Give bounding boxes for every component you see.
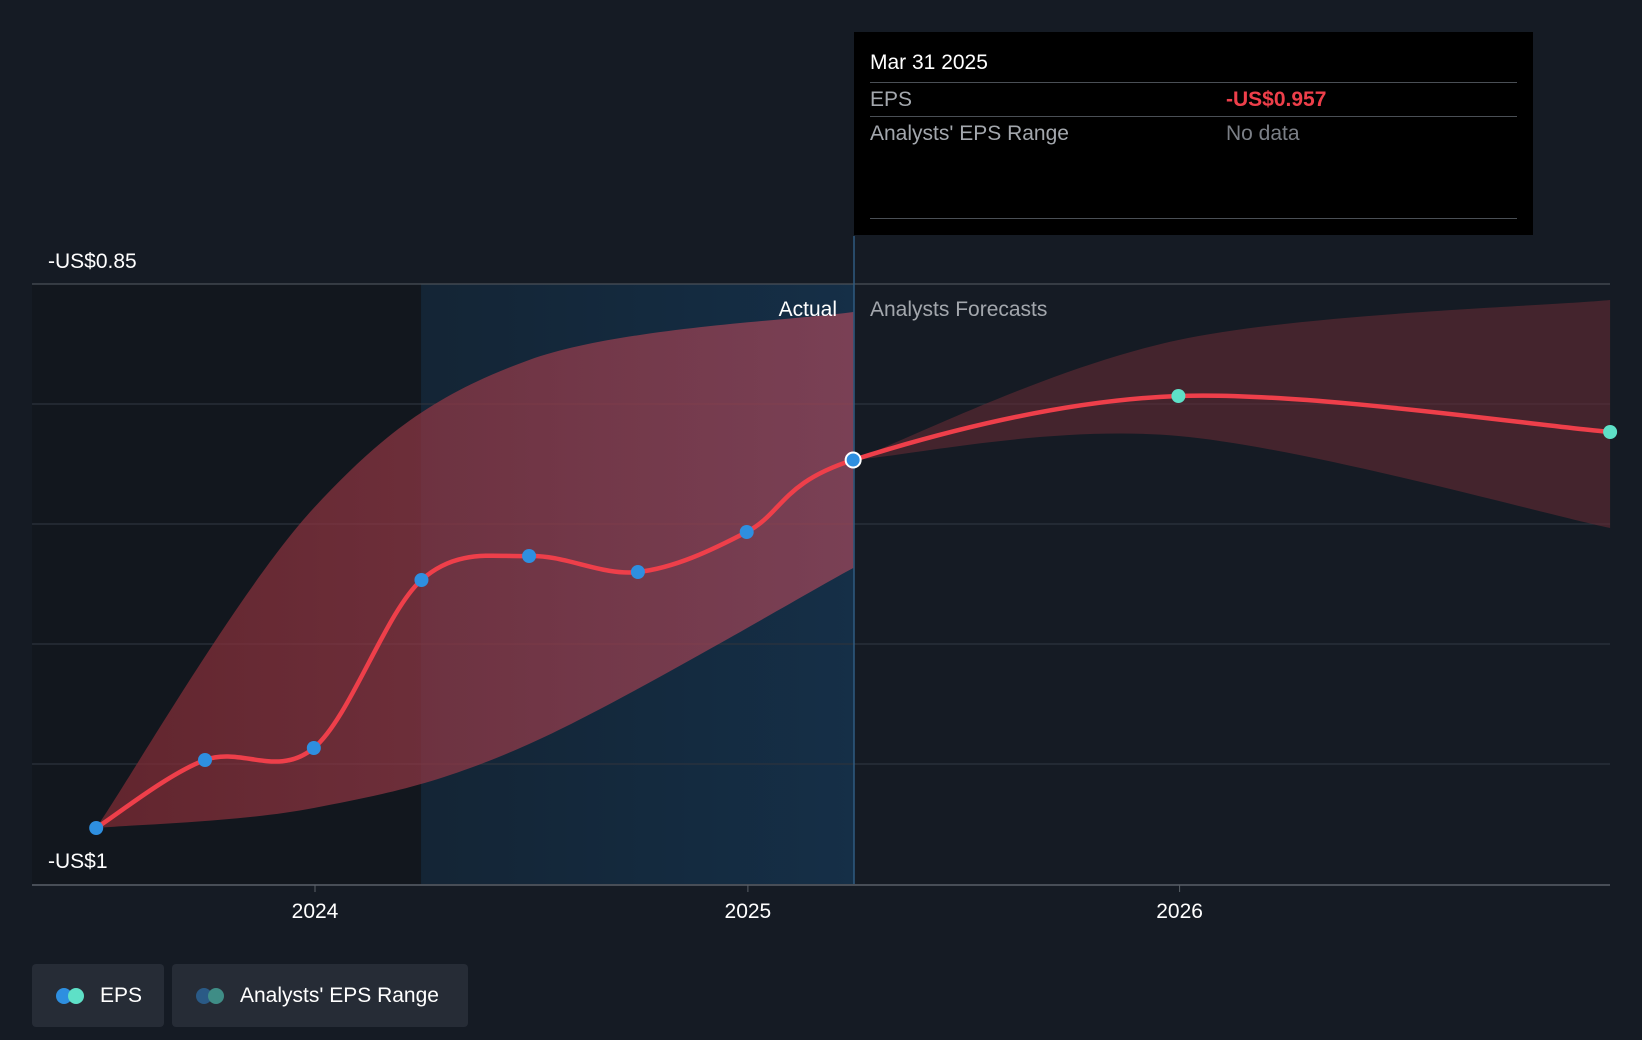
tooltip-range-label: Analysts' EPS Range [870, 122, 1069, 145]
legend-eps-label: EPS [100, 983, 143, 1007]
forecast-eps-range-band [853, 300, 1611, 528]
y-label-top: -US$0.85 [48, 250, 137, 273]
label-analysts-forecasts: Analysts Forecasts [870, 298, 1047, 321]
eps-point[interactable] [306, 741, 321, 755]
eps-point-current[interactable] [844, 451, 862, 469]
tooltip-divider [870, 218, 1517, 219]
eps-point[interactable] [414, 573, 429, 587]
x-ticks: 2024 2025 2026 [292, 885, 1203, 923]
tooltip-eps-label: EPS [870, 88, 913, 111]
eps-forecast-point[interactable] [1603, 425, 1618, 439]
x-tick-label: 2025 [725, 900, 772, 923]
tooltip-eps-row: EPS -US$0.957 [870, 82, 1517, 116]
tooltip-date: Mar 31 2025 [870, 51, 988, 74]
tooltip-eps-value: -US$0.957 [1226, 88, 1327, 111]
tooltip-range-value: No data [1226, 122, 1300, 145]
eps-point[interactable] [198, 753, 213, 767]
eps-point[interactable] [739, 525, 754, 539]
legend-analysts-eps-range[interactable]: Analysts' EPS Range [172, 964, 468, 1027]
eps-point[interactable] [630, 565, 645, 579]
eps-legend-icon [56, 987, 86, 1004]
eps-points [89, 389, 1618, 835]
legend-range-label: Analysts' EPS Range [240, 983, 439, 1007]
eps-point[interactable] [89, 821, 104, 835]
y-label-bottom: -US$1 [48, 850, 108, 873]
eps-point[interactable] [522, 549, 537, 563]
legend-eps[interactable]: EPS [32, 964, 164, 1027]
x-tick-label: 2026 [1156, 900, 1203, 923]
label-actual: Actual [779, 298, 837, 321]
eps-forecast-point[interactable] [1171, 389, 1186, 403]
x-tick-label: 2024 [292, 900, 339, 923]
tooltip-range-row: Analysts' EPS Range No data [870, 116, 1517, 150]
range-legend-icon [196, 987, 226, 1004]
tooltip: Mar 31 2025 EPS -US$0.957 Analysts' EPS … [854, 32, 1533, 235]
actual-eps-range-band [96, 312, 854, 828]
